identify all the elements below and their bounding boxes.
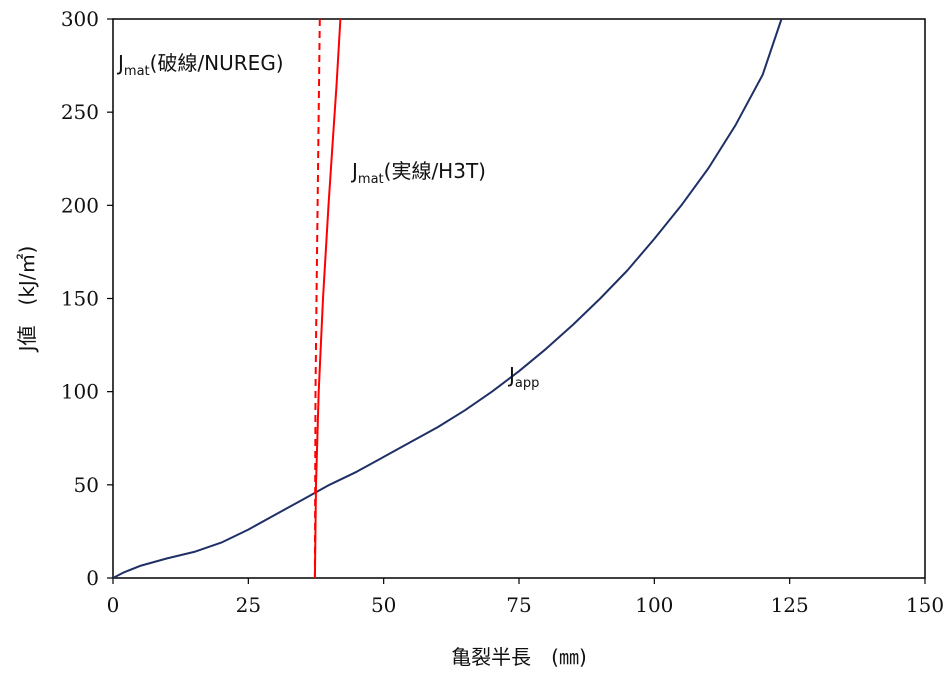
plot-frame	[112, 18, 926, 579]
series-line-1	[313, 18, 321, 579]
y-tick-label: 100	[61, 380, 99, 404]
x-tick-label: 50	[371, 593, 396, 617]
annotation-main: J	[350, 159, 358, 183]
x-tick-label: 150	[906, 593, 944, 617]
annotation-rest: (破線/NUREG)	[150, 51, 284, 75]
y-tick-label: 0	[86, 566, 99, 590]
y-tick-label: 300	[61, 7, 99, 31]
annotation-main: J	[116, 51, 124, 75]
y-tick-label: 250	[61, 100, 99, 124]
series-line-2	[313, 18, 342, 579]
y-tick-label: 50	[74, 473, 99, 497]
annotation-sub: mat	[124, 64, 150, 79]
series-annotation: Jmat(実線/H3T)	[350, 159, 486, 187]
annotation-rest: (実線/H3T)	[384, 159, 486, 183]
x-tick-label: 25	[236, 593, 261, 617]
y-tick-label: 150	[61, 287, 99, 311]
annotation-sub: app	[515, 376, 539, 391]
series-line-0	[112, 18, 783, 579]
x-tick-label: 75	[506, 593, 531, 617]
series-annotation: Japp	[507, 363, 539, 391]
series-annotation: Jmat(破線/NUREG)	[116, 51, 284, 79]
x-tick-label: 100	[635, 593, 673, 617]
x-tick-label: 125	[771, 593, 809, 617]
y-axis-title: J値 (kJ/㎡)	[15, 246, 39, 354]
y-tick-label: 200	[61, 193, 99, 217]
x-axis-title: 亀裂半長 (㎜)	[451, 645, 587, 669]
annotation-sub: mat	[358, 172, 384, 187]
annotation-main: J	[507, 363, 515, 387]
x-tick-label: 0	[107, 593, 120, 617]
